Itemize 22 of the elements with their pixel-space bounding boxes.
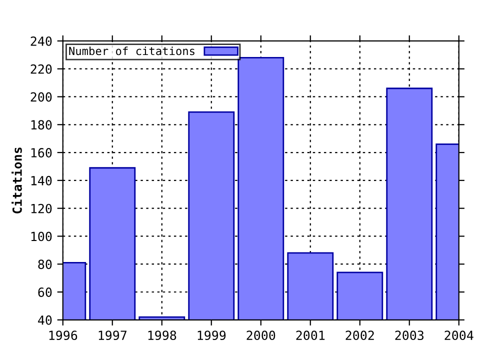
x-tick-label: 1999 xyxy=(198,330,226,340)
x-tick-label: 2001 xyxy=(296,330,325,340)
y-tick-label: 80 xyxy=(38,260,52,270)
x-tick-label: 1998 xyxy=(148,330,176,340)
x-tick-label: 2002 xyxy=(346,330,374,340)
x-tick-label: 2004 xyxy=(444,330,474,340)
y-tick-label: 240 xyxy=(30,36,52,46)
y-tick-label: 180 xyxy=(31,120,52,130)
y-tick-label: 160 xyxy=(31,148,52,158)
y-tick-label: 40 xyxy=(38,315,52,325)
y-axis-title: Citations xyxy=(12,148,22,214)
x-tick-label: 1997 xyxy=(98,330,126,340)
y-tick-label: 220 xyxy=(30,64,52,74)
x-tick-label: 1996 xyxy=(49,330,78,340)
y-tick-label: 200 xyxy=(30,92,52,102)
y-tick-label: 100 xyxy=(31,232,52,242)
y-tick-label: 60 xyxy=(38,288,52,297)
y-tick-label: 120 xyxy=(31,204,52,214)
y-tick-label: 140 xyxy=(31,176,52,186)
legend-label: Number of citations xyxy=(69,46,194,56)
x-tick-label: 2003 xyxy=(395,330,424,340)
x-tick-label: 2000 xyxy=(246,330,276,340)
